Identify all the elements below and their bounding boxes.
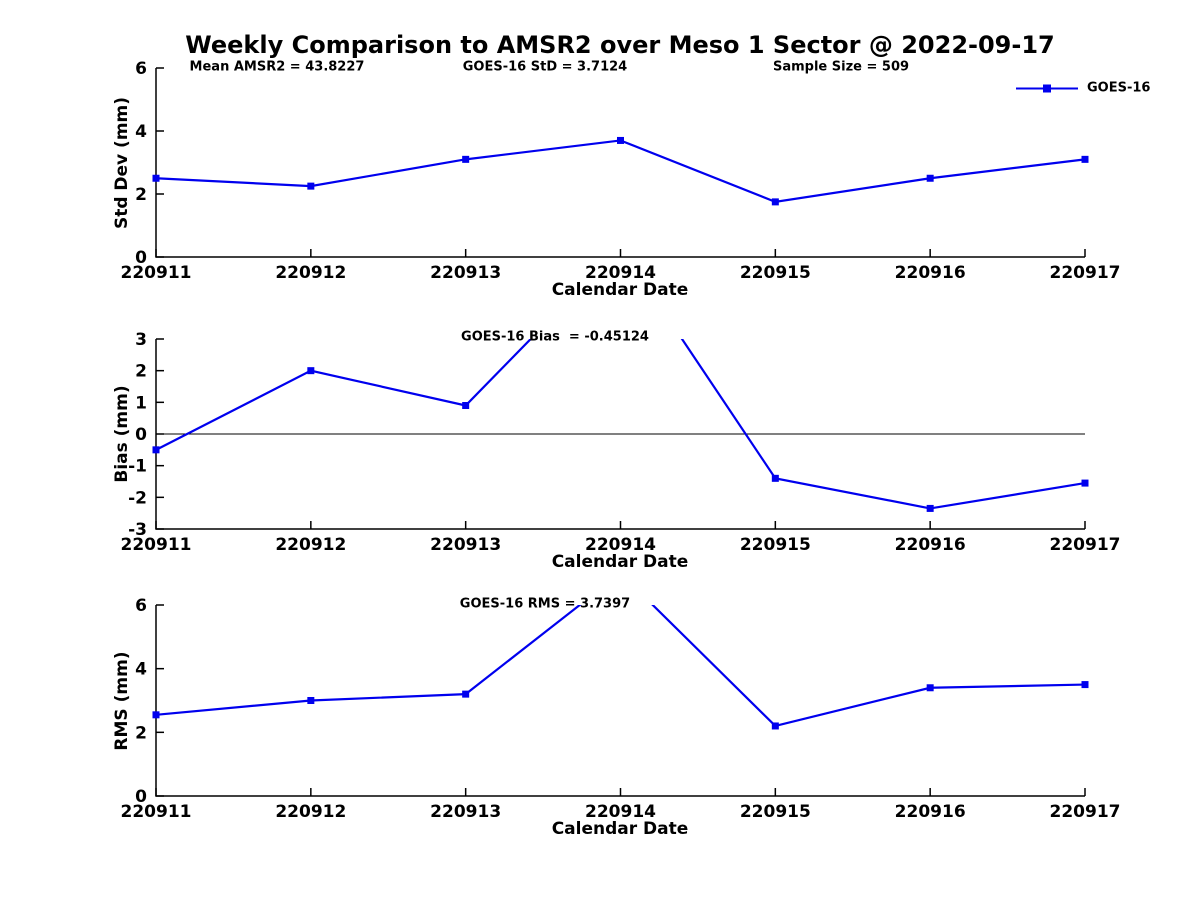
annotation-goes16-std: GOES-16 StD = 3.7124	[462, 59, 628, 75]
subplot-3: 220911 220912 220913 220914 220915 220916 2209…	[121, 596, 1121, 822]
x-tick-label: 220914	[585, 535, 656, 555]
series-marker	[926, 504, 934, 512]
y-axis-label-rms: RMS (mm)	[112, 651, 132, 751]
series-marker	[926, 174, 934, 182]
series-marker	[771, 198, 779, 206]
y-tick-label: 1	[135, 393, 147, 413]
series-line-GOES-16	[155, 139, 1086, 204]
y-tick-label: 0	[135, 787, 147, 807]
legend-label: GOES-16	[1087, 80, 1151, 96]
y-axis-label-bias: Bias (mm)	[112, 385, 132, 483]
x-tick-label: 220911	[121, 263, 192, 283]
axes-spines	[155, 605, 1085, 797]
x-axis-label-plot3: Calendar Date	[551, 819, 689, 839]
y-tick-label: 0	[135, 425, 147, 445]
axes-spines	[155, 68, 1085, 258]
x-axis-label-plot1: Calendar Date	[551, 280, 689, 300]
series-marker	[307, 697, 315, 704]
x-tick-label: 220913	[430, 535, 501, 555]
series-marker	[307, 367, 315, 375]
y-tick-label: 6	[135, 596, 147, 616]
x-tick-label: 220914	[585, 802, 656, 822]
x-tick-label: 220911	[121, 535, 192, 555]
y-tick-label: -2	[128, 488, 147, 508]
y-tick-label: 4	[135, 122, 147, 142]
annotation-goes16-bias: GOES-16 Bias = -0.45124	[461, 329, 649, 345]
x-tick-label: 220914	[585, 263, 656, 283]
x-tick-label: 220912	[275, 263, 346, 283]
legend-square-marker-icon	[1043, 84, 1051, 92]
x-tick-label: 220916	[895, 535, 966, 555]
series-marker	[307, 182, 315, 190]
figure-title: Weekly Comparison to AMSR2 over Meso 1 S…	[185, 31, 1055, 59]
x-tick-label: 220913	[430, 263, 501, 283]
series-marker	[1081, 479, 1089, 487]
y-axis-label-stddev: Std Dev (mm)	[112, 96, 132, 230]
y-tick-label: 6	[135, 59, 147, 79]
y-tick-label: -1	[128, 457, 147, 477]
annotation-mean-amsr2: Mean AMSR2 = 43.8227	[189, 59, 365, 75]
x-tick-label: 220913	[430, 802, 501, 822]
series-marker	[617, 136, 624, 144]
x-tick-label: 220915	[740, 802, 811, 822]
x-tick-label: 220915	[740, 263, 811, 283]
annotation-sample-size: Sample Size = 509	[772, 59, 910, 75]
x-tick-label: 220911	[121, 802, 192, 822]
series-marker	[771, 474, 779, 482]
series-marker	[926, 684, 934, 692]
y-tick-label: 2	[135, 723, 147, 743]
x-tick-label: 220912	[275, 802, 346, 822]
x-tick-label: 220916	[895, 263, 966, 283]
series-marker	[462, 402, 470, 409]
x-tick-label: 220916	[895, 802, 966, 822]
subplot-1: 220911 220912 220913 220914 220915 220916 2209…	[121, 59, 1121, 283]
series-marker	[771, 722, 779, 730]
series-marker	[462, 155, 470, 163]
x-tick-label: 220917	[1050, 263, 1121, 283]
x-tick-label: 220917	[1050, 802, 1121, 822]
y-tick-label: 2	[135, 185, 147, 205]
subplot-2: 220911 220912 220913 220914 220915 220916 2209…	[121, 330, 1121, 555]
y-tick-label: 0	[135, 248, 147, 268]
annotation-goes16-rms: GOES-16 RMS = 3.7397	[459, 596, 631, 612]
y-tick-label: 4	[135, 660, 147, 680]
series-marker	[1081, 681, 1089, 689]
series-marker	[462, 690, 470, 698]
series-marker	[152, 711, 160, 719]
series-marker	[1081, 155, 1089, 163]
legend: GOES-16	[1016, 81, 1150, 96]
x-axis-label-plot2: Calendar Date	[551, 552, 689, 572]
x-tick-label: 220917	[1050, 535, 1121, 555]
series-marker	[152, 446, 160, 454]
y-tick-label: 2	[135, 362, 147, 382]
x-tick-label: 220912	[275, 535, 346, 555]
x-tick-label: 220915	[740, 535, 811, 555]
y-tick-label: 3	[135, 330, 147, 350]
series-marker	[152, 174, 160, 182]
legend-line-sample	[1016, 84, 1078, 92]
y-tick-label: -3	[128, 520, 147, 540]
